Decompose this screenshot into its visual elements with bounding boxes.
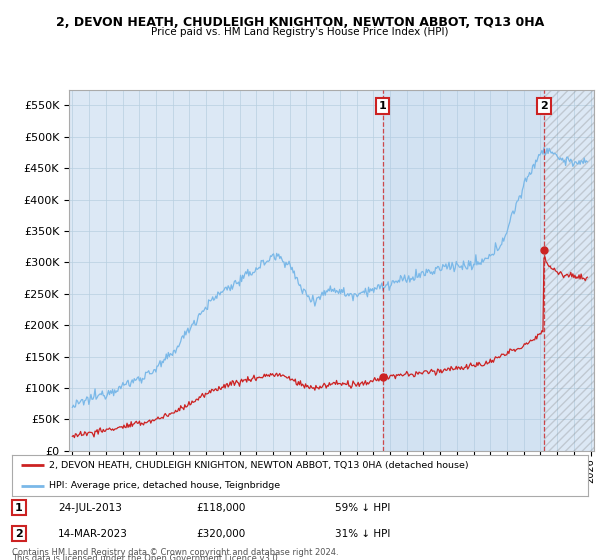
Text: This data is licensed under the Open Government Licence v3.0.: This data is licensed under the Open Gov… <box>12 554 280 560</box>
Text: 14-MAR-2023: 14-MAR-2023 <box>58 529 128 539</box>
Text: Price paid vs. HM Land Registry's House Price Index (HPI): Price paid vs. HM Land Registry's House … <box>151 27 449 37</box>
Text: 59% ↓ HPI: 59% ↓ HPI <box>335 502 390 512</box>
Text: Contains HM Land Registry data © Crown copyright and database right 2024.: Contains HM Land Registry data © Crown c… <box>12 548 338 557</box>
Text: 24-JUL-2013: 24-JUL-2013 <box>58 502 122 512</box>
Text: 2: 2 <box>15 529 23 539</box>
Text: 1: 1 <box>379 101 386 111</box>
Text: 2, DEVON HEATH, CHUDLEIGH KNIGHTON, NEWTON ABBOT, TQ13 0HA (detached house): 2, DEVON HEATH, CHUDLEIGH KNIGHTON, NEWT… <box>49 461 469 470</box>
Text: 2: 2 <box>540 101 548 111</box>
Bar <box>383 90 544 451</box>
Text: 31% ↓ HPI: 31% ↓ HPI <box>335 529 390 539</box>
Text: 2, DEVON HEATH, CHUDLEIGH KNIGHTON, NEWTON ABBOT, TQ13 0HA: 2, DEVON HEATH, CHUDLEIGH KNIGHTON, NEWT… <box>56 16 544 29</box>
Text: 1: 1 <box>15 502 23 512</box>
Text: HPI: Average price, detached house, Teignbridge: HPI: Average price, detached house, Teig… <box>49 481 281 490</box>
Text: £320,000: £320,000 <box>196 529 245 539</box>
Bar <box>544 90 594 451</box>
Text: £118,000: £118,000 <box>196 502 245 512</box>
